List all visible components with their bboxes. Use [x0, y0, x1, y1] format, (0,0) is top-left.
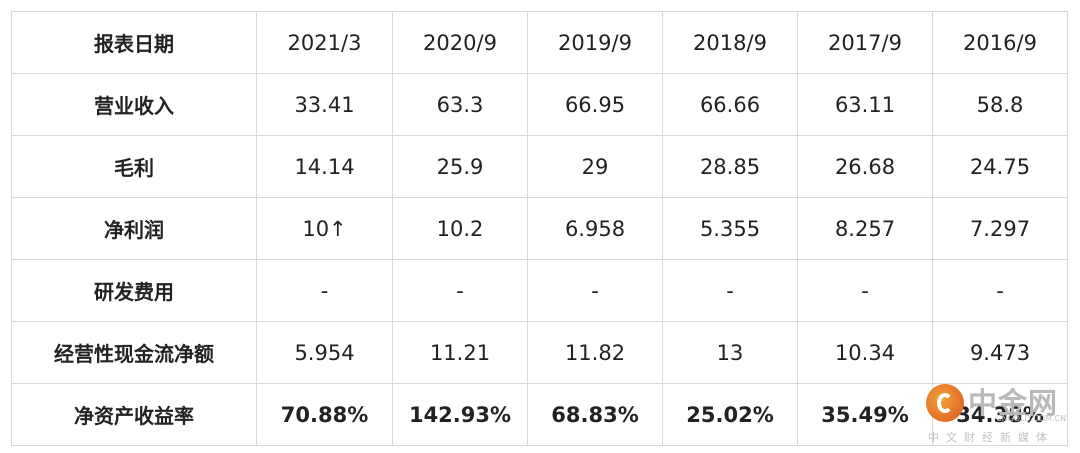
watermark: 中金网 CNGOLD.COM.CN 中文财经新媒体: [926, 380, 1076, 450]
value-cell: 5.954: [256, 321, 393, 384]
value-cell: -: [932, 259, 1068, 322]
value-cell: 10↑: [256, 197, 393, 260]
value-cell: 25.02%: [662, 383, 798, 446]
value-cell: 14.14: [256, 135, 393, 198]
table-row: 研发费用 - - - - - -: [11, 259, 1068, 322]
value-cell: 33.41: [256, 73, 393, 136]
row-label-cell: 经营性现金流净额: [11, 321, 257, 384]
value-cell: 10.34: [797, 321, 933, 384]
value-cell: 10.2: [392, 197, 528, 260]
value-cell: 13: [662, 321, 798, 384]
value-cell: 58.8: [932, 73, 1068, 136]
value-cell: 9.473: [932, 321, 1068, 384]
financial-table: 报表日期 2021/3 2020/9 2019/9 2018/9 2017/9 …: [11, 11, 1068, 446]
watermark-tagline: 中文财经新媒体: [928, 431, 1054, 444]
value-cell: -: [797, 259, 933, 322]
table-row: 毛利 14.14 25.9 29 28.85 26.68 24.75: [11, 135, 1068, 198]
period-cell: 2017/9: [797, 11, 933, 74]
table-row: 经营性现金流净额 5.954 11.21 11.82 13 10.34 9.47…: [11, 321, 1068, 384]
row-label-cell: 毛利: [11, 135, 257, 198]
period-cell: 2016/9: [932, 11, 1068, 74]
value-cell: 63.11: [797, 73, 933, 136]
value-cell: 66.95: [527, 73, 663, 136]
table-row: 营业收入 33.41 63.3 66.95 66.66 63.11 58.8: [11, 73, 1068, 136]
header-label-cell: 报表日期: [11, 11, 257, 74]
value-cell: 63.3: [392, 73, 528, 136]
value-cell: 6.958: [527, 197, 663, 260]
value-cell: 28.85: [662, 135, 798, 198]
row-label-cell: 净利润: [11, 197, 257, 260]
value-cell: -: [662, 259, 798, 322]
watermark-name: 中金网: [968, 386, 1059, 420]
watermark-logo-icon: [926, 384, 964, 422]
value-cell: 11.21: [392, 321, 528, 384]
value-cell: 26.68: [797, 135, 933, 198]
table-row: 净利润 10↑ 10.2 6.958 5.355 8.257 7.297: [11, 197, 1068, 260]
header-row: 报表日期 2021/3 2020/9 2019/9 2018/9 2017/9 …: [11, 11, 1068, 74]
value-cell: -: [256, 259, 393, 322]
row-label-cell: 营业收入: [11, 73, 257, 136]
period-cell: 2019/9: [527, 11, 663, 74]
period-cell: 2020/9: [392, 11, 528, 74]
row-label-cell: 净资产收益率: [11, 383, 257, 446]
value-cell: 142.93%: [392, 383, 528, 446]
value-cell: 29: [527, 135, 663, 198]
value-cell: 11.82: [527, 321, 663, 384]
value-cell: -: [392, 259, 528, 322]
value-cell: 25.9: [392, 135, 528, 198]
row-label-cell: 研发费用: [11, 259, 257, 322]
value-cell: 7.297: [932, 197, 1068, 260]
watermark-domain: CNGOLD.COM.CN: [996, 414, 1067, 423]
table-row: 净资产收益率 70.88% 142.93% 68.83% 25.02% 35.4…: [11, 383, 1068, 446]
value-cell: 66.66: [662, 73, 798, 136]
value-cell: -: [527, 259, 663, 322]
value-cell: 70.88%: [256, 383, 393, 446]
period-cell: 2018/9: [662, 11, 798, 74]
value-cell: 24.75: [932, 135, 1068, 198]
value-cell: 5.355: [662, 197, 798, 260]
value-cell: 68.83%: [527, 383, 663, 446]
period-cell: 2021/3: [256, 11, 393, 74]
value-cell: 8.257: [797, 197, 933, 260]
value-cell: 35.49%: [797, 383, 933, 446]
